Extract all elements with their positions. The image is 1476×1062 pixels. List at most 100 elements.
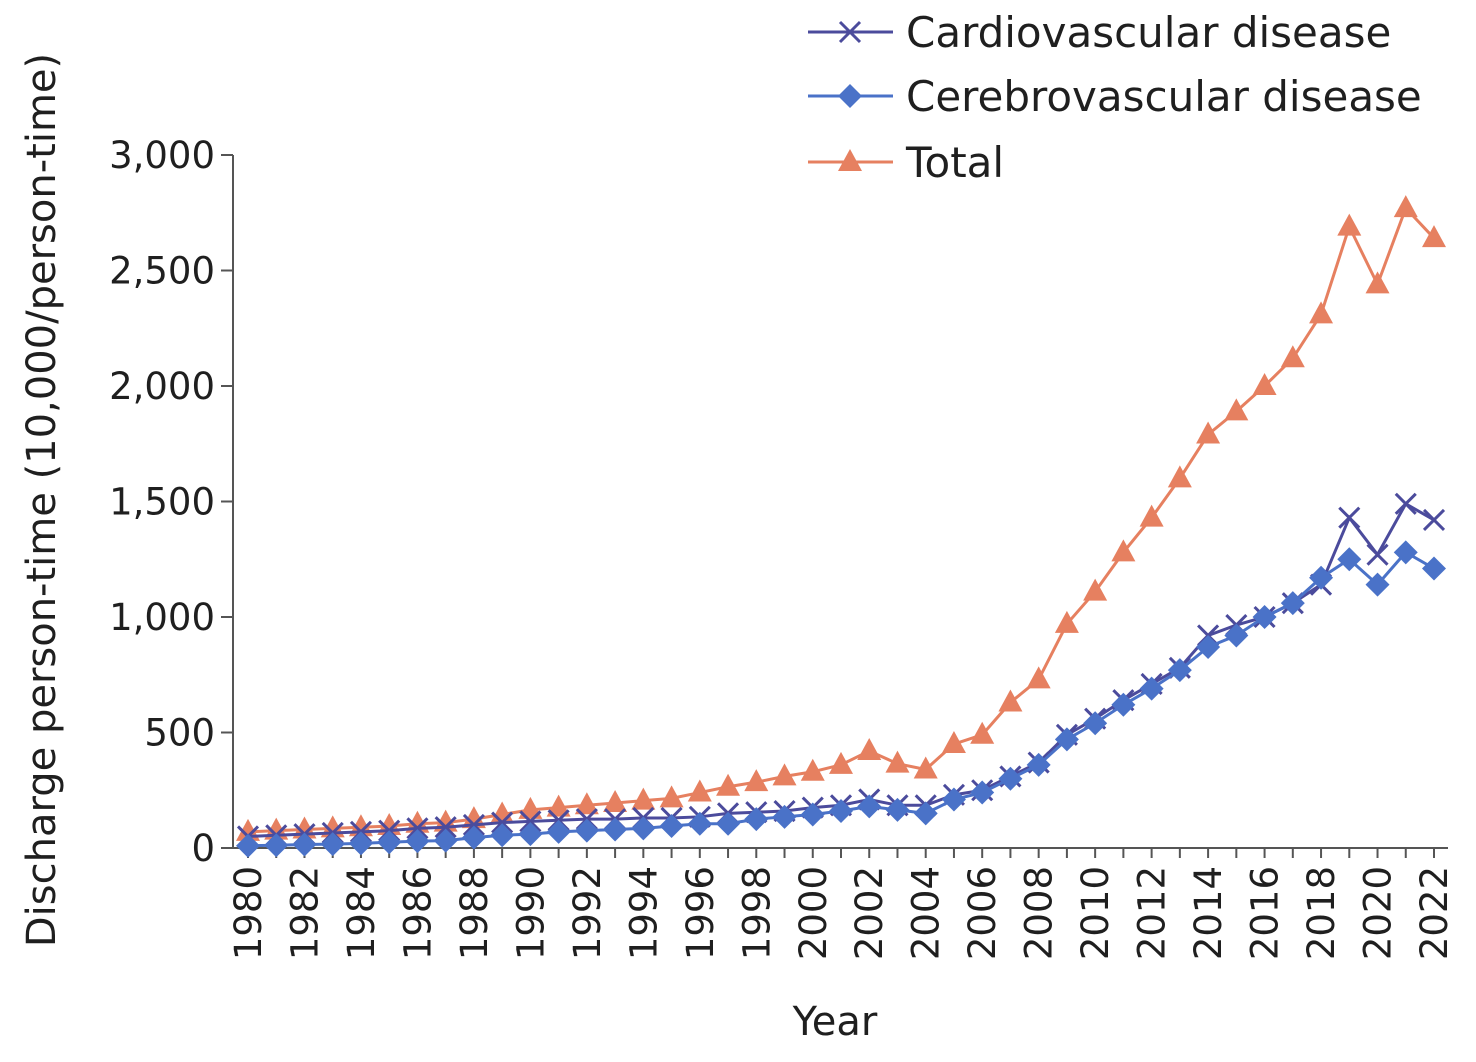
series-line (247, 501, 1435, 838)
data-point (744, 807, 769, 832)
legend-marker (838, 20, 862, 44)
data-point (687, 811, 712, 836)
x-tick-label: 2004 (905, 866, 948, 960)
data-point (1280, 345, 1305, 368)
data-point (1026, 752, 1051, 777)
data-point (236, 833, 260, 858)
data-point (970, 780, 995, 805)
data-point (603, 789, 628, 812)
data-point (603, 817, 628, 842)
data-point (1224, 398, 1249, 421)
data-point (461, 825, 486, 850)
data-point (800, 802, 825, 827)
x-tick-label: 1988 (453, 866, 496, 960)
data-point (885, 750, 910, 773)
data-point (1309, 301, 1334, 324)
data-point (857, 794, 882, 819)
data-point (1252, 605, 1277, 629)
data-point (574, 818, 599, 843)
data-point (434, 816, 457, 839)
x-axis-ticks: 1980 1982 1984 1986 1988 1990 1992 1994 1996 1998… (227, 848, 1456, 960)
legend-item: Cerebrovascular disease (808, 72, 1422, 121)
data-point (829, 799, 853, 824)
data-point (1365, 572, 1390, 597)
data-point (1393, 540, 1418, 565)
data-point (1139, 676, 1164, 701)
x-tick-label: 2022 (1413, 866, 1456, 960)
data-point (519, 810, 542, 833)
series-total (236, 195, 1446, 841)
y-axis-title: Discharge person-time (10,000/person-tim… (19, 53, 65, 947)
x-tick-label: 2010 (1074, 866, 1117, 960)
data-point (941, 787, 966, 812)
data-point (1393, 195, 1418, 218)
data-point (941, 731, 966, 754)
legend-label: Cardiovascular disease (906, 8, 1391, 57)
legend: Cardiovascular disease Cerebrovascular di… (808, 8, 1422, 187)
data-point (716, 811, 741, 836)
x-tick-label: 1998 (735, 866, 778, 960)
x-tick-label: 1982 (283, 866, 326, 960)
data-point (659, 785, 684, 808)
data-point (1224, 623, 1249, 648)
y-axis-ticks: 0 500 1,000 1,500 2,000 2,500 3,000 (109, 134, 233, 870)
data-point (913, 801, 938, 826)
data-point (631, 816, 656, 841)
data-point (829, 751, 853, 774)
data-point (659, 814, 684, 839)
x-tick-label: 1994 (622, 866, 665, 960)
data-point (772, 804, 797, 829)
data-point (744, 769, 769, 792)
legend-marker (838, 84, 862, 108)
x-tick-label: 2020 (1357, 866, 1400, 960)
data-point (1337, 213, 1362, 236)
legend-item: Cardiovascular disease (808, 8, 1391, 57)
x-tick-label: 1984 (340, 866, 383, 960)
data-point (1196, 635, 1221, 660)
data-point (405, 829, 430, 854)
data-point (491, 811, 514, 834)
data-point (406, 817, 429, 840)
data-point (1026, 666, 1051, 689)
legend-item: Total (808, 138, 1004, 187)
data-point (800, 758, 825, 781)
data-point (1337, 547, 1362, 572)
y-tick-label: 1,500 (109, 481, 215, 524)
y-tick-label: 2,000 (109, 365, 215, 408)
y-tick-label: 2,500 (109, 250, 215, 293)
data-point (292, 832, 317, 857)
data-point (574, 792, 599, 815)
data-point (1366, 543, 1389, 566)
data-point (1422, 225, 1446, 248)
data-point (320, 832, 345, 857)
data-point (1422, 556, 1446, 581)
data-point (546, 819, 571, 844)
data-point (631, 787, 656, 810)
data-point (1394, 492, 1417, 515)
legend-label: Total (905, 138, 1004, 187)
data-point (1252, 373, 1277, 395)
x-tick-label: 2000 (792, 866, 835, 960)
x-tick-label: 1996 (679, 866, 722, 960)
series-cardiovascular-disease (236, 492, 1446, 848)
data-point (1365, 271, 1390, 294)
data-point (264, 833, 289, 858)
x-tick-label: 2008 (1018, 866, 1061, 960)
data-point (377, 830, 402, 855)
data-point (1139, 504, 1164, 527)
data-point (998, 689, 1023, 712)
x-tick-label: 1992 (566, 866, 609, 960)
data-point (546, 794, 571, 817)
data-point (970, 721, 995, 744)
data-point (1083, 578, 1108, 601)
data-point (1338, 506, 1361, 529)
data-point (1280, 591, 1305, 616)
x-tick-label: 1986 (396, 866, 439, 960)
x-tick-label: 2014 (1187, 866, 1230, 960)
data-point (1196, 421, 1221, 444)
data-point (1054, 610, 1079, 633)
data-point (1422, 508, 1446, 532)
data-point (461, 806, 486, 829)
